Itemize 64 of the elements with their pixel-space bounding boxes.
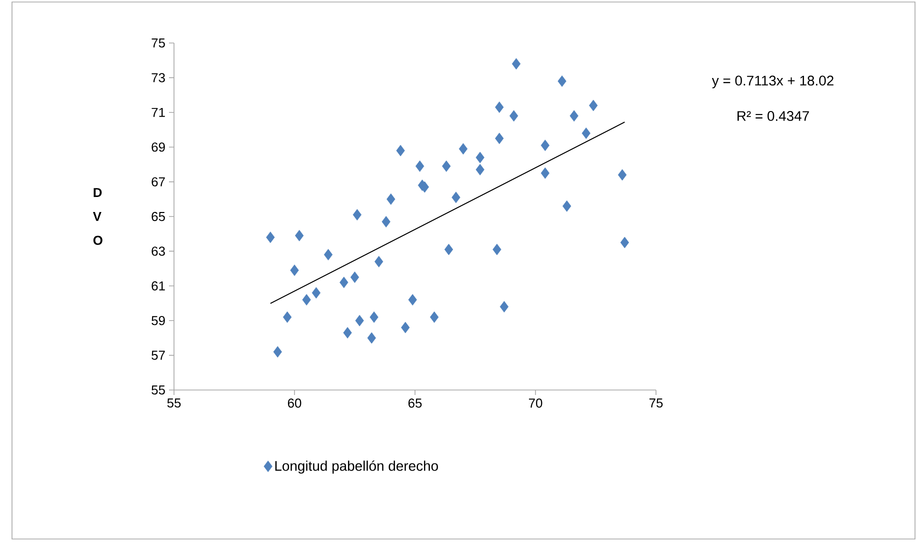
y-tick-label: 59 xyxy=(152,316,165,326)
point xyxy=(324,248,333,260)
point xyxy=(476,164,484,176)
point xyxy=(540,167,550,179)
point xyxy=(512,58,521,70)
point xyxy=(495,132,504,144)
y-tick-label: 75 xyxy=(152,38,165,48)
point xyxy=(452,192,460,204)
y-tick-label: 71 xyxy=(152,108,165,117)
point xyxy=(343,327,352,338)
point xyxy=(618,169,627,181)
point xyxy=(495,101,504,113)
point xyxy=(382,216,390,228)
point xyxy=(340,276,348,288)
point xyxy=(355,314,364,326)
point xyxy=(620,236,629,248)
point xyxy=(312,287,321,299)
point xyxy=(401,322,410,334)
x-tick-label: 70 xyxy=(528,398,542,408)
y-tick-label: 55 xyxy=(152,385,165,395)
x-tick-label: 60 xyxy=(288,398,302,408)
x-tick-label: 55 xyxy=(167,398,181,408)
text: R² = 0.4347 xyxy=(738,111,809,121)
point xyxy=(558,75,566,87)
legend-label: Longitud pabellón derecho xyxy=(275,460,438,474)
point xyxy=(290,264,299,276)
point xyxy=(570,110,578,122)
point xyxy=(492,244,502,256)
y-tick-label: 63 xyxy=(152,246,165,256)
point xyxy=(350,272,360,283)
y-tick-label: 73 xyxy=(152,73,165,82)
point xyxy=(509,110,518,122)
point xyxy=(430,311,439,323)
point xyxy=(540,140,550,152)
point xyxy=(500,301,508,312)
point xyxy=(562,200,572,212)
point xyxy=(282,311,292,323)
point xyxy=(370,311,378,323)
point xyxy=(582,128,590,139)
point xyxy=(266,232,275,244)
point xyxy=(386,193,396,205)
point xyxy=(367,332,376,344)
point xyxy=(476,152,484,164)
point xyxy=(589,100,598,112)
x-tick-label: 75 xyxy=(649,398,663,408)
point xyxy=(352,209,362,220)
y-tick-label: 67 xyxy=(152,177,165,186)
point xyxy=(458,143,468,155)
y-tick-label: 65 xyxy=(152,212,165,222)
point xyxy=(396,144,405,156)
x-tick-label: 65 xyxy=(408,398,422,408)
y-axis-title: D V O xyxy=(92,188,102,245)
y-tick-label: 57 xyxy=(152,350,165,360)
point xyxy=(442,160,451,172)
point xyxy=(302,294,311,306)
point xyxy=(416,160,424,172)
point xyxy=(374,256,384,268)
point xyxy=(273,346,282,358)
y-tick-label: 61 xyxy=(152,281,165,290)
y-tick-label: 69 xyxy=(152,142,165,152)
point xyxy=(408,294,417,306)
point xyxy=(295,230,304,242)
point xyxy=(444,244,454,256)
text: y = 0.7113x + 18.02 xyxy=(712,76,834,88)
